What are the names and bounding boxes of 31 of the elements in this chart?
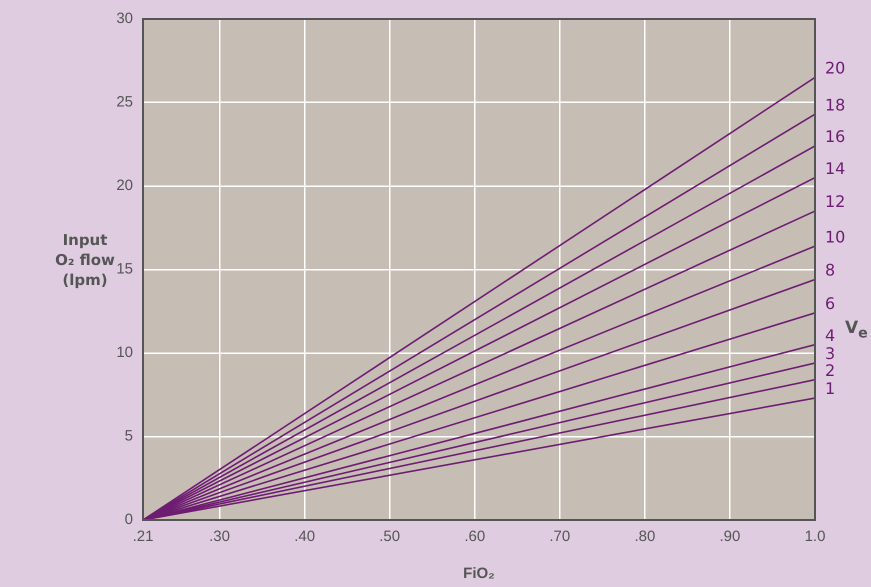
y-tick-label: 15 xyxy=(116,260,133,278)
series-label: 3 xyxy=(825,344,836,364)
y-tick-label: 10 xyxy=(116,344,133,362)
series-label: 2 xyxy=(825,360,836,380)
y-tick-label: 0 xyxy=(124,511,133,528)
series-label: 8 xyxy=(825,260,836,280)
y-tick-label: 5 xyxy=(124,428,133,445)
y-tick-label: 25 xyxy=(116,94,133,111)
x-tick-label: .60 xyxy=(464,528,486,546)
series-label: 10 xyxy=(825,227,846,246)
y-tick-label: 20 xyxy=(116,177,133,194)
series-label: 16 xyxy=(825,127,846,146)
series-label: 4 xyxy=(825,326,836,345)
y2-axis-title: V$_{e}$ xyxy=(845,318,868,342)
series-label: 1 xyxy=(825,379,836,398)
series-label: 20 xyxy=(825,58,846,78)
y-tick-label: 30 xyxy=(116,10,133,28)
x-tick-label: .50 xyxy=(379,528,400,546)
x-tick-label: .30 xyxy=(209,528,230,546)
series-label: 12 xyxy=(825,192,846,212)
series-label: 6 xyxy=(825,294,836,314)
x-tick-label: 1.0 xyxy=(804,528,826,546)
x-tick-label: .90 xyxy=(720,528,740,546)
x-tick-label: .70 xyxy=(549,528,570,546)
series-label: 18 xyxy=(825,95,846,114)
y-axis-title: Input O₂ flow (lpm) xyxy=(55,231,115,289)
x-axis-title: FiO₂ xyxy=(463,565,495,582)
x-tick-label: .80 xyxy=(634,528,656,546)
series-label: 14 xyxy=(825,158,846,178)
x-tick-label: .40 xyxy=(294,528,316,546)
x-tick-label: .21 xyxy=(132,528,154,546)
